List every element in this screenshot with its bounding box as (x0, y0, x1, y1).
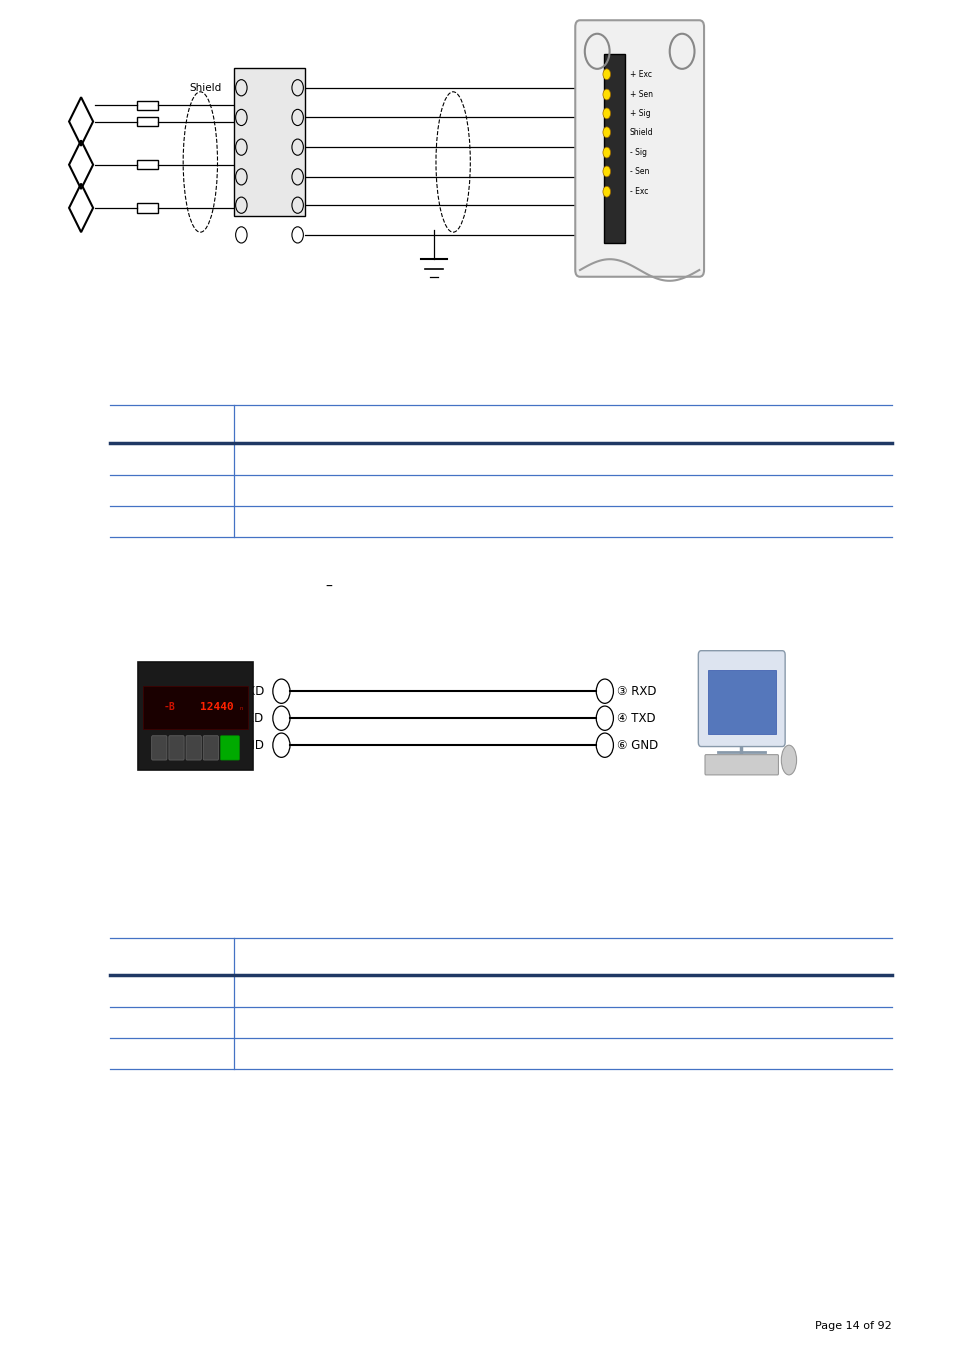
Circle shape (602, 127, 610, 138)
Text: -B: -B (163, 702, 175, 713)
Text: Shield: Shield (189, 82, 221, 93)
FancyBboxPatch shape (603, 54, 624, 243)
Text: ⑥ GND: ⑥ GND (617, 738, 658, 752)
Bar (137, 159, 158, 170)
Text: ③ RXD: ③ RXD (617, 684, 656, 698)
FancyBboxPatch shape (186, 736, 201, 760)
Circle shape (602, 186, 610, 197)
FancyBboxPatch shape (169, 736, 184, 760)
Text: - Sen: - Sen (629, 167, 648, 176)
FancyBboxPatch shape (704, 755, 778, 775)
Text: –: – (325, 580, 333, 594)
FancyBboxPatch shape (152, 736, 167, 760)
FancyBboxPatch shape (575, 20, 703, 277)
Bar (137, 116, 158, 127)
FancyBboxPatch shape (143, 686, 248, 729)
Ellipse shape (781, 745, 796, 775)
Text: ④ TXD: ④ TXD (617, 711, 655, 725)
Text: GND: GND (237, 738, 264, 752)
FancyBboxPatch shape (203, 736, 218, 760)
Text: + Sen: + Sen (629, 90, 652, 99)
FancyBboxPatch shape (707, 670, 775, 734)
Circle shape (602, 147, 610, 158)
Circle shape (602, 108, 610, 119)
Text: + Exc: + Exc (629, 70, 651, 78)
Circle shape (602, 89, 610, 100)
Circle shape (602, 166, 610, 177)
Circle shape (602, 69, 610, 80)
Text: TXD: TXD (239, 684, 264, 698)
Bar (137, 100, 158, 109)
FancyBboxPatch shape (138, 662, 253, 770)
FancyBboxPatch shape (698, 651, 784, 747)
FancyBboxPatch shape (220, 736, 239, 760)
Bar (137, 202, 158, 213)
Text: ₙ: ₙ (239, 703, 242, 711)
Text: + Sig: + Sig (629, 109, 650, 117)
FancyBboxPatch shape (233, 68, 305, 216)
Text: 12440: 12440 (199, 702, 233, 713)
Text: - Sig: - Sig (629, 148, 646, 157)
Text: - Exc: - Exc (629, 188, 647, 196)
Text: RXD: RXD (239, 711, 264, 725)
Text: Shield: Shield (629, 128, 653, 136)
Text: Page 14 of 92: Page 14 of 92 (815, 1320, 891, 1331)
